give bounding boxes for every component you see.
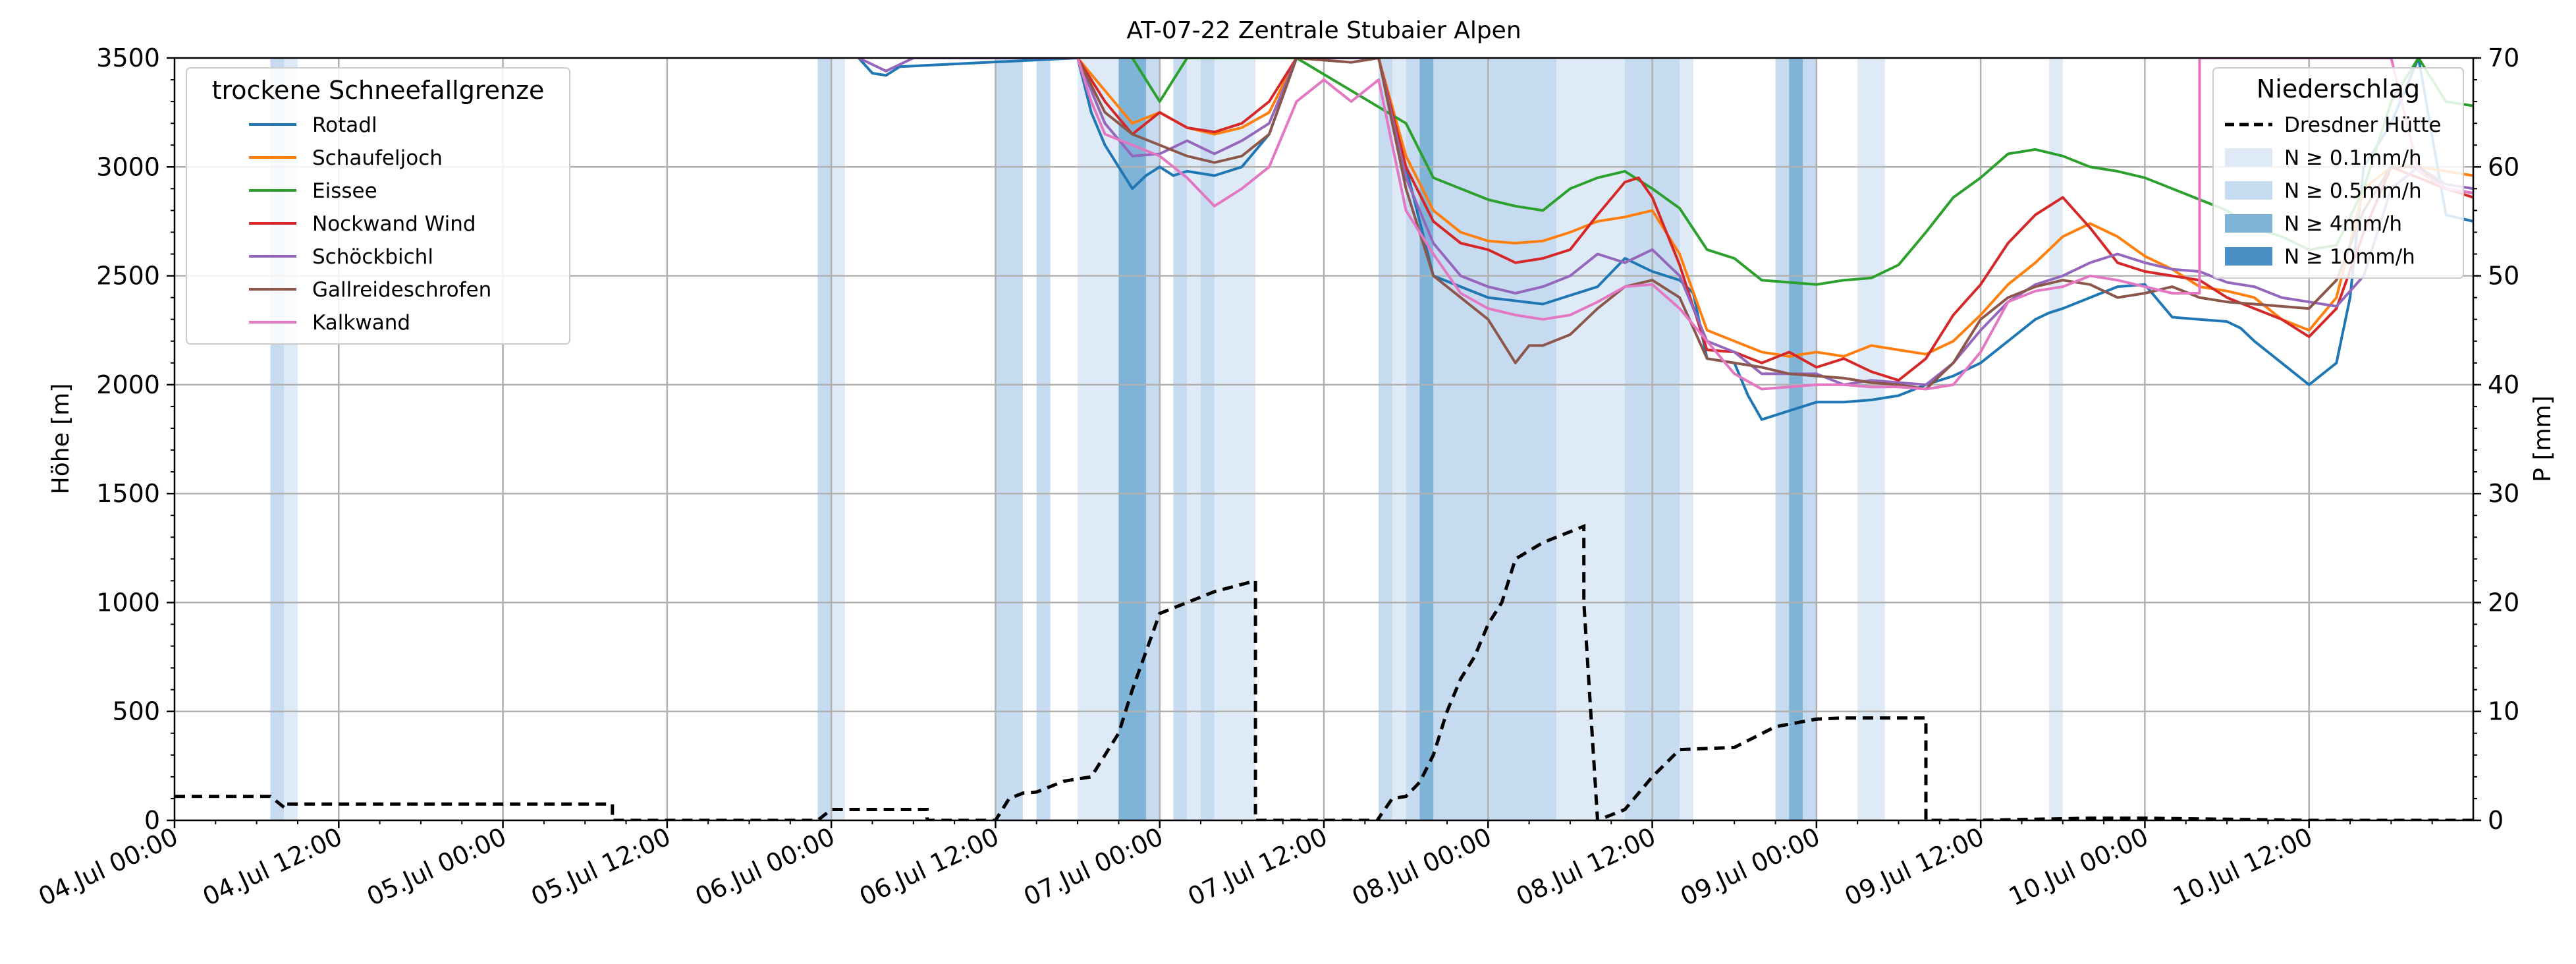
precip-band — [995, 58, 1023, 820]
y-tick-label: 2500 — [96, 262, 160, 291]
y-tick-label: 3000 — [96, 152, 160, 181]
precip-band — [1173, 58, 1188, 820]
legend-swatch — [2225, 214, 2272, 233]
legend-item-label: N ≥ 4mm/h — [2284, 212, 2402, 236]
precip-band — [1789, 58, 1803, 820]
series-line-kalkwand — [1076, 58, 2473, 391]
legend-right: Niederschlag Dresdner Hütte N ≥ 0.1mm/h N … — [2212, 67, 2464, 279]
legend-item-label: Eissee — [312, 179, 377, 203]
legend-swatch — [2225, 181, 2272, 200]
y-tick-label: 1500 — [96, 479, 160, 508]
y-tick-label: 0 — [144, 806, 160, 835]
legend-item-label: Nockwand Wind — [312, 212, 476, 236]
y-tick-label: 3500 — [96, 43, 160, 72]
precip-band — [1857, 58, 1885, 820]
precip-line-dresdner-huette — [175, 524, 2473, 820]
precip-band — [1379, 58, 1392, 820]
series-line-rotadl — [858, 58, 2473, 421]
precipitation-series — [175, 524, 2473, 820]
y2-tick-label: 60 — [2488, 152, 2519, 181]
precip-band — [1680, 58, 1693, 820]
legend-item-label: N ≥ 10mm/h — [2284, 245, 2415, 269]
legend-item-label: Gallreideschrofen — [312, 278, 491, 302]
legend-item-label: N ≥ 0.1mm/h — [2284, 146, 2422, 170]
legend-item-label: N ≥ 0.5mm/h — [2284, 179, 2422, 203]
y2-tick-label: 70 — [2488, 43, 2519, 72]
legend-right-title: Niederschlag — [2257, 74, 2420, 103]
legend-item-label: Schaufeljoch — [312, 146, 443, 170]
precip-band — [1201, 58, 1215, 820]
legend-item-label: Rotadl — [312, 113, 377, 137]
series-line-sch-ckbichl — [858, 58, 2473, 386]
legend-item-label: Kalkwand — [312, 311, 410, 335]
legend-swatch — [2225, 247, 2272, 266]
precip-band — [1556, 58, 1626, 820]
legend-left-title: trockene Schneefallgrenze — [212, 76, 545, 105]
legend-left-items: Rotadl Schaufeljoch Eissee Nockwand Wind Sch… — [249, 113, 491, 335]
legend-right-box — [2212, 67, 2464, 279]
legend-right-items: Dresdner Hütte N ≥ 0.1mm/h N ≥ 0.5mm/h N ≥ … — [2225, 113, 2442, 269]
y2-tick-label: 20 — [2488, 588, 2519, 617]
legend-left: trockene Schneefallgrenze Rotadl Schaufel… — [186, 67, 570, 345]
y-tick-label: 2000 — [96, 370, 160, 399]
legend-item-label: Schöckbichl — [312, 245, 433, 269]
precip-band — [1392, 58, 1406, 820]
series-line-nockwand-wind — [1076, 58, 2473, 382]
y2-tick-label: 10 — [2488, 697, 2519, 726]
chart-title: AT-07-22 Zentrale Stubaier Alpen — [1126, 17, 1521, 44]
precip-band — [1214, 58, 1256, 820]
y-tick-label: 1000 — [96, 588, 160, 617]
y2-axis-label: P [mm] — [2529, 395, 2556, 482]
legend-left-box — [186, 67, 570, 345]
precip-band — [1078, 58, 1119, 820]
legend-item-label: Dresdner Hütte — [2284, 113, 2442, 137]
precip-band — [831, 58, 845, 820]
precip-band — [1187, 58, 1201, 820]
y2-tick-label: 50 — [2488, 262, 2519, 291]
y2-tick-label: 40 — [2488, 370, 2519, 399]
y-axis-label: Höhe [m] — [47, 383, 74, 495]
series-line-gallreideschrofen — [1076, 58, 2473, 391]
legend-swatch — [2225, 148, 2272, 167]
precip-band — [2049, 58, 2063, 820]
series-line-schaufeljoch — [1076, 58, 2473, 358]
y2-tick-label: 0 — [2488, 806, 2504, 835]
precip-band — [1036, 58, 1051, 820]
y2-tick-label: 30 — [2488, 479, 2519, 508]
precip-band — [817, 58, 832, 820]
y-tick-label: 500 — [112, 697, 160, 726]
